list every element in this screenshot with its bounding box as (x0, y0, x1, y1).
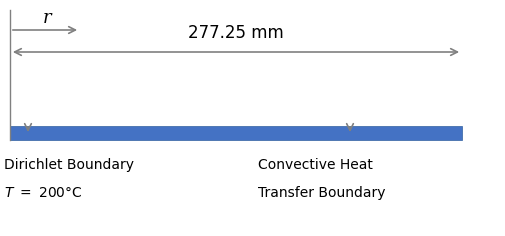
Text: Convective Heat: Convective Heat (258, 158, 372, 172)
Bar (10, 126, 461, 140)
Text: $\mathit{T}$ $=$ 200°C: $\mathit{T}$ $=$ 200°C (4, 186, 82, 200)
Text: r: r (42, 9, 51, 27)
Text: Dirichlet Boundary: Dirichlet Boundary (4, 158, 134, 172)
Text: Transfer Boundary: Transfer Boundary (258, 186, 385, 200)
Text: 277.25 mm: 277.25 mm (188, 24, 283, 42)
